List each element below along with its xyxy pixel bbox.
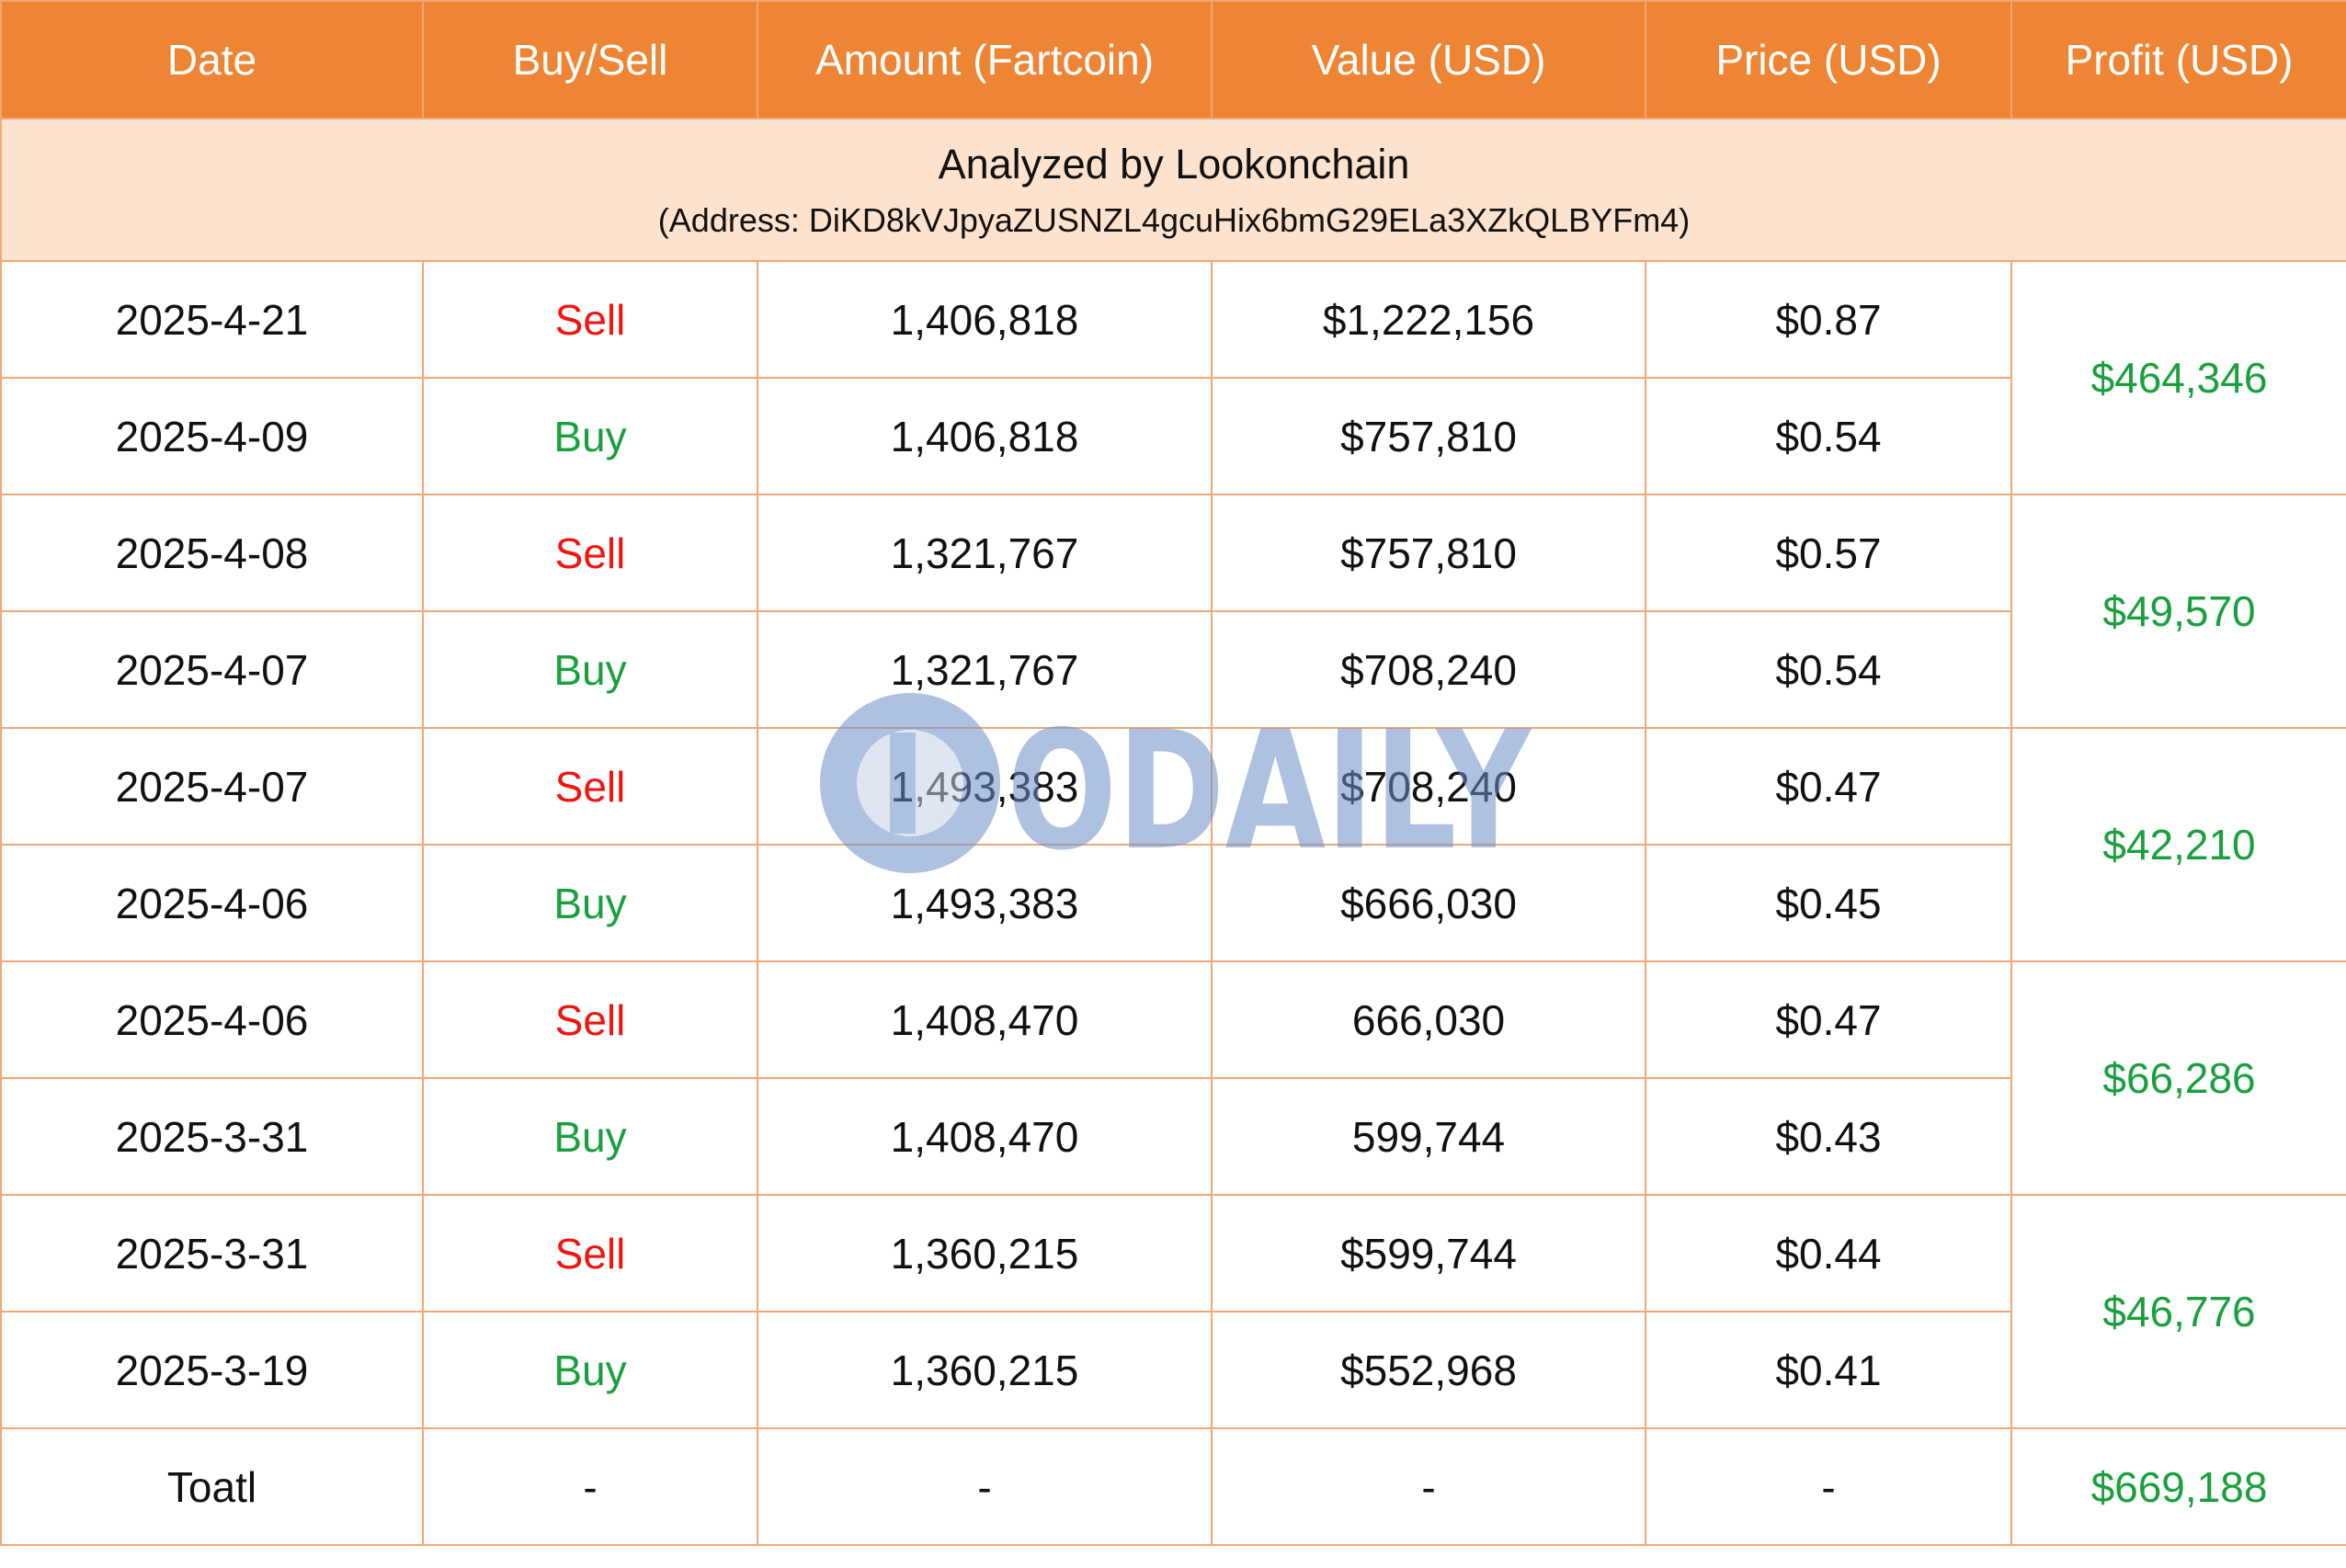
cell-price: $0.57 (1645, 494, 2012, 612)
cell-date: 2025-3-31 (0, 1077, 424, 1196)
cell-value: $552,968 (1211, 1311, 1646, 1429)
total-price: - (1645, 1427, 2012, 1546)
cell-amount: 1,408,470 (757, 960, 1213, 1079)
table-row: 2025-3-19 Buy 1,360,215 $552,968 $0.41 (0, 1311, 2346, 1429)
banner-title: Analyzed by Lookonchain (938, 140, 1410, 187)
cell-value: $1,222,156 (1211, 260, 1646, 379)
cell-price: $0.43 (1645, 1077, 2012, 1196)
cell-amount: 1,408,470 (757, 1077, 1213, 1196)
banner-cell: Analyzed by Lookonchain (Address: DiKD8k… (0, 118, 2346, 262)
cell-price: $0.47 (1645, 727, 2012, 846)
header-value: Value (USD) (1211, 0, 1646, 119)
total-row: Toatl - - - - $669,188 (0, 1427, 2346, 1546)
cell-value: $757,810 (1211, 494, 1646, 612)
table-row: 2025-4-21 Sell 1,406,818 $1,222,156 $0.8… (0, 260, 2346, 495)
cell-side: Buy (422, 377, 758, 495)
cell-amount: 1,493,383 (757, 844, 1213, 962)
cell-date: 2025-4-06 (0, 844, 424, 962)
header-amount: Amount (Fartcoin) (757, 0, 1213, 119)
table-row: 2025-4-08 Sell 1,321,767 $757,810 $0.57 … (0, 494, 2346, 729)
header-row: Date Buy/Sell Amount (Fartcoin) Value (U… (0, 0, 2346, 119)
cell-value: $708,240 (1211, 610, 1646, 729)
cell-value: 666,030 (1211, 960, 1646, 1079)
cell-date: 2025-4-08 (0, 494, 424, 612)
cell-value: $599,744 (1211, 1194, 1646, 1312)
cell-date: 2025-4-09 (0, 377, 424, 495)
cell-price: $0.54 (1645, 377, 2012, 495)
total-label: Toatl (0, 1427, 424, 1546)
total-amount: - (757, 1427, 1213, 1546)
total-side: - (422, 1427, 758, 1546)
cell-profit: $42,210 (2010, 727, 2346, 962)
table-row: 2025-4-06 Buy 1,493,383 $666,030 $0.45 (0, 844, 2346, 962)
cell-side: Buy (422, 1077, 758, 1196)
header-buy-sell: Buy/Sell (422, 0, 758, 119)
cell-amount: 1,321,767 (757, 610, 1213, 729)
cell-side: Buy (422, 1311, 758, 1429)
cell-amount: 1,360,215 (757, 1311, 1213, 1429)
cell-value: $757,810 (1211, 377, 1646, 495)
cell-date: 2025-4-07 (0, 727, 424, 846)
table-row: 2025-3-31 Buy 1,408,470 599,744 $0.43 (0, 1077, 2346, 1196)
total-value: - (1211, 1427, 1646, 1546)
cell-profit: $49,570 (2010, 494, 2346, 729)
cell-date: 2025-4-07 (0, 610, 424, 729)
header-profit: Profit (USD) (2010, 0, 2346, 119)
table-row: 2025-4-07 Buy 1,321,767 $708,240 $0.54 (0, 610, 2346, 729)
table-row: 2025-3-31 Sell 1,360,215 $599,744 $0.44 … (0, 1194, 2346, 1429)
cell-value: $708,240 (1211, 727, 1646, 846)
banner-address: (Address: DiKD8kVJpyaZUSNZL4gcuHix6bmG29… (657, 200, 1691, 239)
cell-side: Sell (422, 260, 758, 379)
cell-price: $0.41 (1645, 1311, 2012, 1429)
cell-amount: 1,406,818 (757, 377, 1213, 495)
cell-price: $0.87 (1645, 260, 2012, 379)
header-price: Price (USD) (1645, 0, 2012, 119)
cell-price: $0.45 (1645, 844, 2012, 962)
cell-side: Sell (422, 960, 758, 1079)
cell-value: $666,030 (1211, 844, 1646, 962)
table-row: 2025-4-07 Sell 1,493,383 $708,240 $0.47 … (0, 727, 2346, 962)
cell-price: $0.54 (1645, 610, 2012, 729)
header-date: Date (0, 0, 424, 119)
cell-side: Sell (422, 494, 758, 612)
cell-side: Sell (422, 1194, 758, 1312)
cell-amount: 1,321,767 (757, 494, 1213, 612)
cell-price: $0.47 (1645, 960, 2012, 1079)
table-row: 2025-4-06 Sell 1,408,470 666,030 $0.47 $… (0, 960, 2346, 1196)
cell-price: $0.44 (1645, 1194, 2012, 1312)
cell-side: Buy (422, 844, 758, 962)
cell-date: 2025-4-21 (0, 260, 424, 379)
cell-side: Buy (422, 610, 758, 729)
cell-date: 2025-3-31 (0, 1194, 424, 1312)
cell-value: 599,744 (1211, 1077, 1646, 1196)
cell-amount: 1,493,383 (757, 727, 1213, 846)
cell-date: 2025-3-19 (0, 1311, 424, 1429)
table-row: 2025-4-09 Buy 1,406,818 $757,810 $0.54 (0, 377, 2346, 495)
cell-profit: $46,776 (2010, 1194, 2346, 1429)
banner-row: Analyzed by Lookonchain (Address: DiKD8k… (0, 118, 2346, 262)
cell-amount: 1,360,215 (757, 1194, 1213, 1312)
cell-amount: 1,406,818 (757, 260, 1213, 379)
cell-profit: $464,346 (2010, 260, 2346, 495)
cell-profit: $66,286 (2010, 960, 2346, 1196)
cell-side: Sell (422, 727, 758, 846)
total-profit: $669,188 (2010, 1427, 2346, 1546)
cell-date: 2025-4-06 (0, 960, 424, 1079)
